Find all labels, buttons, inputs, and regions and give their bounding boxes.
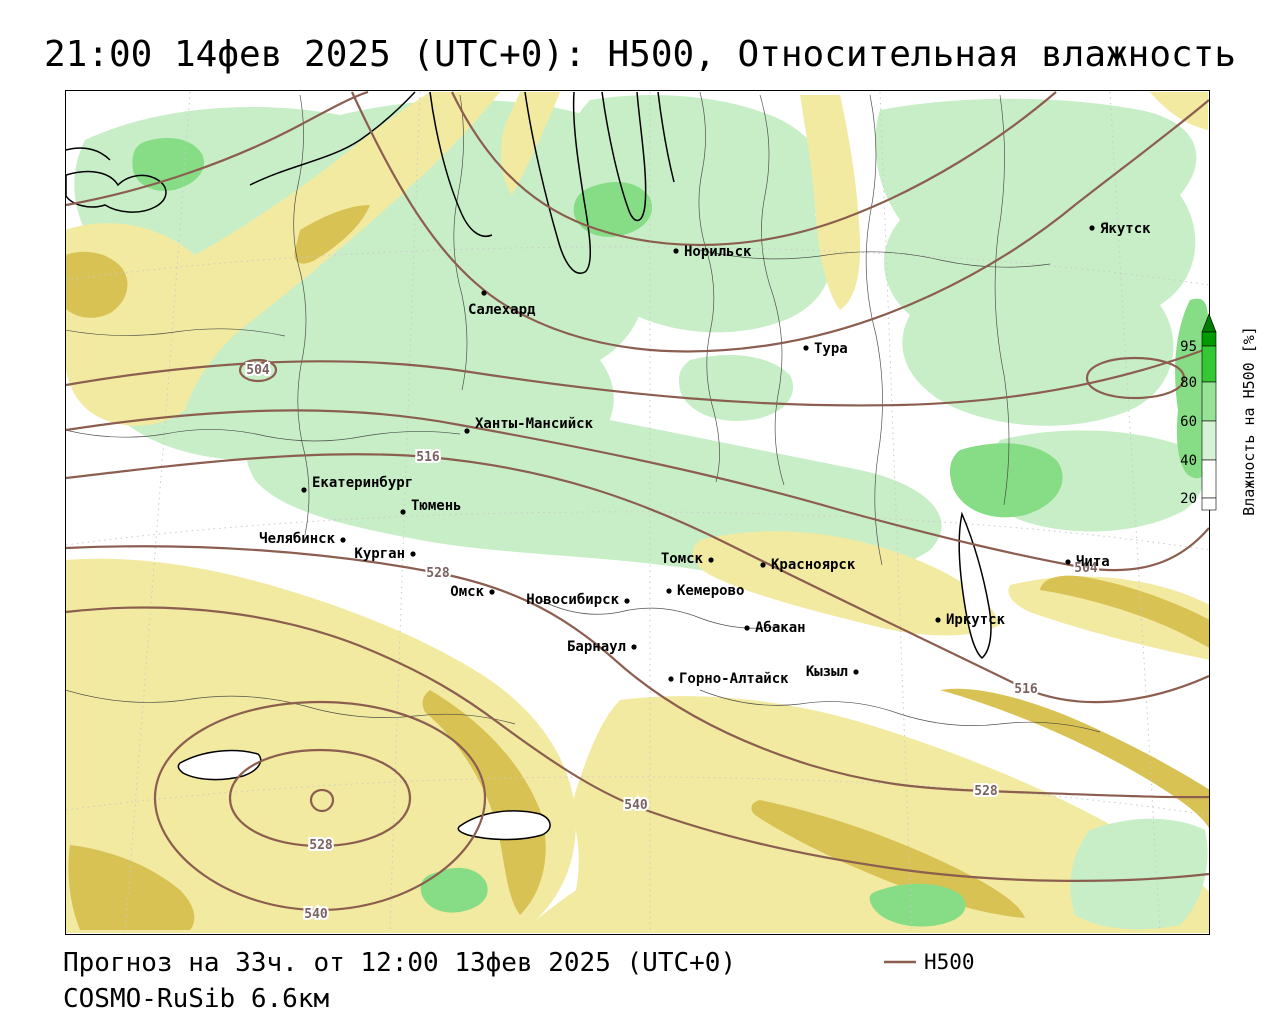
colorbar-segment xyxy=(1201,459,1217,499)
contour-value-label: 504 xyxy=(246,363,270,378)
city-marker xyxy=(760,562,766,568)
city-label: Иркутск xyxy=(946,612,1006,628)
city-label: Омск xyxy=(450,584,484,600)
colorbar-segment xyxy=(1201,381,1217,422)
colorbar-ticks: 95 80 60 40 20 xyxy=(1180,339,1197,507)
city-marker xyxy=(400,509,406,515)
city-label: Ханты-Мансийск xyxy=(475,416,594,432)
city-label: Тюмень xyxy=(411,498,462,514)
city-label: Новосибирск xyxy=(526,592,619,608)
colorbar-tick-label: 80 xyxy=(1180,375,1197,391)
h500-line-label: H500 xyxy=(924,950,975,974)
humidity-green-overlays xyxy=(420,818,1208,930)
city-marker xyxy=(481,290,487,296)
city-label: Чита xyxy=(1076,554,1110,570)
city-label: Норильск xyxy=(684,244,752,260)
humidity-colorbar: 95 80 60 40 20 Влажность на H500 [%] xyxy=(1180,313,1258,516)
city-label: Якутск xyxy=(1100,221,1151,237)
city-marker xyxy=(301,487,307,493)
city-label: Кызыл xyxy=(806,664,848,680)
colorbar-segment xyxy=(1201,497,1217,511)
colorbar-segment xyxy=(1201,420,1217,461)
colorbar-tick-label: 40 xyxy=(1180,453,1197,469)
colorbar-title: Влажность на H500 [%] xyxy=(1240,326,1258,516)
model-info: COSMO-RuSib 6.6км xyxy=(63,984,330,1014)
contour-value-label: 540 xyxy=(624,798,648,813)
humidity-yellow-areas xyxy=(66,92,1209,933)
city-label: Тура xyxy=(814,341,848,357)
city-label: Горно-Алтайск xyxy=(679,671,789,687)
colorbar-segment xyxy=(1201,345,1217,383)
contour-value-label: 516 xyxy=(1014,682,1038,697)
colorbar-tick-label: 95 xyxy=(1180,339,1197,355)
contour-value-label: 528 xyxy=(426,566,450,581)
h500-contours xyxy=(66,91,1209,912)
coastline xyxy=(66,91,992,841)
contour-labels: 504 516 528 504 516 528 528 540 540 xyxy=(244,361,1100,924)
city-marker xyxy=(853,669,859,675)
h500-line-legend: H500 xyxy=(884,950,975,974)
city-marker xyxy=(666,588,672,594)
colorbar-segments xyxy=(1201,313,1217,511)
city-marker xyxy=(489,589,495,595)
city-label: Кемерово xyxy=(677,583,744,599)
city-marker xyxy=(668,676,674,682)
city-marker xyxy=(744,625,750,631)
contour-value-label: 540 xyxy=(304,907,328,922)
page-title: 21:00 14фев 2025 (UTC+0): H500, Относите… xyxy=(43,34,1237,75)
region-borders xyxy=(66,91,1101,733)
city-label: Салехард xyxy=(468,302,536,318)
forecast-info: Прогноз на 33ч. от 12:00 13фев 2025 (UTC… xyxy=(63,948,737,978)
city-marker xyxy=(708,557,714,563)
contour-value-label: 528 xyxy=(974,784,998,799)
city-label: Барнаул xyxy=(567,639,626,655)
city-label: Абакан xyxy=(755,620,806,636)
city-marker xyxy=(803,345,809,351)
map-frame xyxy=(65,90,1210,935)
city-markers: Норильск Якутск Салехард Тура Ханты-Мансийск… xyxy=(259,221,1151,687)
colorbar-tick-label: 60 xyxy=(1180,414,1197,430)
city-marker xyxy=(631,644,637,650)
city-marker xyxy=(935,617,941,623)
city-marker xyxy=(410,551,416,557)
city-marker xyxy=(624,598,630,604)
contour-value-label: 504 xyxy=(1074,561,1098,576)
contour-value-label: 528 xyxy=(309,838,333,853)
city-marker xyxy=(340,537,346,543)
contour-value-label: 516 xyxy=(416,450,440,465)
city-marker xyxy=(1089,225,1095,231)
colorbar-segment xyxy=(1201,331,1217,347)
colorbar-tick-label: 20 xyxy=(1180,491,1197,507)
city-label: Челябинск xyxy=(259,531,335,547)
humidity-green-areas xyxy=(74,95,1208,771)
city-marker xyxy=(673,248,679,254)
city-label: Курган xyxy=(354,546,405,562)
city-marker xyxy=(464,428,470,434)
graticule xyxy=(66,91,1209,933)
city-marker xyxy=(1065,559,1071,565)
city-label: Томск xyxy=(661,551,704,567)
city-label: Красноярск xyxy=(771,557,856,573)
lake-baikal xyxy=(958,511,992,660)
city-label: Екатеринбург xyxy=(312,475,413,491)
